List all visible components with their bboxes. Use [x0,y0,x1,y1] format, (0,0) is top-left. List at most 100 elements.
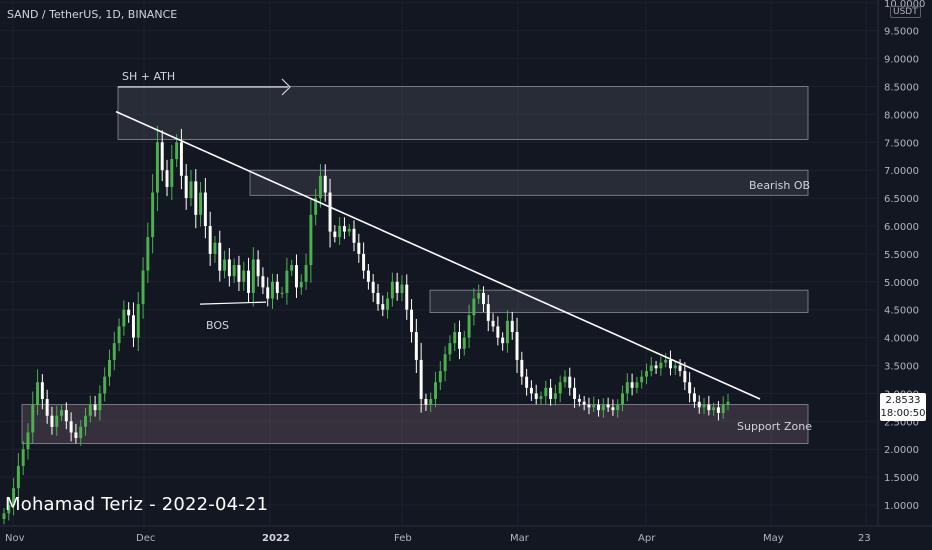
candle-body[interactable] [256,259,260,277]
candle-body[interactable] [170,159,174,187]
candle-body[interactable] [242,270,246,282]
candle-body[interactable] [84,415,87,427]
candle-body[interactable] [318,175,322,199]
candle-body[interactable] [611,407,615,411]
candle-body[interactable] [131,315,135,338]
candle-body[interactable] [21,449,25,466]
candle-body[interactable] [323,175,327,193]
descending-trendline[interactable] [115,110,761,400]
candle-body[interactable] [146,237,150,271]
candle-body[interactable] [654,365,658,369]
candle-body[interactable] [702,404,706,408]
candle-body[interactable] [688,382,692,394]
candle-body[interactable] [414,332,418,360]
candle-body[interactable] [366,270,370,282]
candle-body[interactable] [36,382,40,405]
candle-body[interactable] [218,242,222,271]
candle-body[interactable] [491,320,495,327]
candle-body[interactable] [342,226,346,232]
candle-body[interactable] [400,284,404,293]
candle-body[interactable] [203,192,207,226]
candle-body[interactable] [103,376,107,394]
candle-body[interactable] [328,192,332,232]
candle-body[interactable] [304,265,308,282]
candle-body[interactable] [712,407,716,411]
candle-body[interactable] [405,284,409,310]
candle-body[interactable] [577,398,581,402]
candle-body[interactable] [544,387,548,397]
candle-body[interactable] [338,226,342,238]
candle-body[interactable] [587,404,591,408]
candle-body[interactable] [716,407,720,413]
candle-body[interactable] [151,192,155,238]
candle-body[interactable] [534,393,538,399]
candle-body[interactable] [410,309,414,333]
candle-body[interactable] [376,292,380,305]
candle-body[interactable] [55,415,59,427]
candle-body[interactable] [505,320,509,344]
candle-body[interactable] [136,304,140,338]
candle-body[interactable] [496,326,500,338]
candle-body[interactable] [597,404,601,411]
candle-body[interactable] [630,382,634,388]
candle-body[interactable] [16,465,20,489]
candle-body[interactable] [261,276,265,288]
candle-body[interactable] [352,228,356,243]
candle-body[interactable] [227,259,231,277]
candle-body[interactable] [189,181,193,199]
candle-body[interactable] [707,404,711,411]
zone-box[interactable] [117,86,809,140]
zone-box[interactable] [249,169,809,196]
candle-body[interactable] [88,404,92,416]
candle-body[interactable] [333,231,337,238]
candle-body[interactable] [309,214,313,266]
candle-body[interactable] [107,359,111,377]
candle-body[interactable] [314,198,318,215]
candle-body[interactable] [69,421,73,433]
candle-body[interactable] [79,426,83,439]
candle-body[interactable] [635,382,639,388]
zone-box[interactable] [21,404,809,445]
candle-body[interactable] [251,259,255,293]
candle-body[interactable] [424,398,428,405]
candle-body[interactable] [2,513,6,519]
candle-body[interactable] [601,404,605,411]
candle-body[interactable] [692,393,696,402]
candle-body[interactable] [592,404,596,408]
candle-body[interactable] [683,371,687,383]
candle-body[interactable] [568,376,572,388]
candle-body[interactable] [112,343,116,360]
candle-body[interactable] [616,404,620,411]
candle-body[interactable] [668,359,672,369]
candle-body[interactable] [419,359,423,399]
candle-body[interactable] [443,354,447,372]
candle-body[interactable] [390,281,394,299]
candle-body[interactable] [271,281,274,299]
candle-body[interactable] [697,401,701,408]
candle-body[interactable] [175,142,179,160]
candle-body[interactable] [213,242,217,254]
candle-body[interactable] [558,382,562,394]
bos-line[interactable] [199,301,267,305]
candle-body[interactable] [664,359,668,363]
candle-body[interactable] [93,404,97,411]
candle-body[interactable] [64,410,68,422]
candle-body[interactable] [184,175,188,199]
candle-body[interactable] [563,376,567,383]
candle-body[interactable] [573,387,577,399]
candle-body[interactable] [520,359,524,377]
candle-body[interactable] [462,337,466,349]
candle-body[interactable] [266,287,270,299]
candle-body[interactable] [721,404,725,413]
candle-body[interactable] [395,281,399,293]
candle-body[interactable] [510,320,514,333]
candle-body[interactable] [60,410,64,416]
candle-body[interactable] [448,343,452,355]
candle-body[interactable] [549,387,553,399]
candle-body[interactable] [582,401,586,405]
candle-body[interactable] [357,242,361,254]
candle-body[interactable] [501,337,505,344]
candle-body[interactable] [645,371,648,377]
candle-body[interactable] [208,226,212,254]
